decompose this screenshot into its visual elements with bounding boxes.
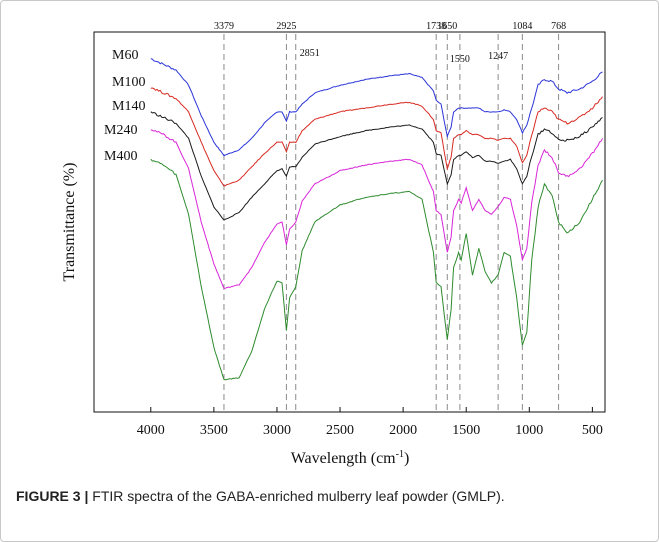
series-line-m140 (150, 111, 603, 221)
peak-marker-label: 1084 (512, 21, 532, 32)
peak-marker-label: 3379 (214, 21, 234, 32)
x-tick-label: 3500 (200, 423, 228, 438)
series-label-m240: M240 (104, 123, 137, 138)
series-line-m240 (150, 129, 603, 289)
series-line-m400 (150, 158, 603, 381)
peak-marker-label: 2851 (300, 48, 320, 59)
series-label-m60: M60 (112, 48, 138, 63)
x-tick-label: 4000 (137, 423, 165, 438)
x-tick-label: 1500 (452, 423, 480, 438)
caption-lead: FIGURE 3 | (16, 488, 89, 504)
x-tick-label: 2000 (389, 423, 417, 438)
x-axis-title: Wavelength (cm-1) (291, 449, 410, 467)
series-line-m100 (150, 87, 603, 187)
peak-marker-label: 1738 (426, 21, 446, 32)
x-tick-label: 500 (582, 423, 603, 438)
series-label-m400: M400 (104, 149, 137, 164)
x-tick-label: 1000 (515, 423, 543, 438)
figure-caption: FIGURE 3 | FTIR spectra of the GABA-enri… (16, 488, 646, 504)
caption-text: FTIR spectra of the GABA-enriched mulber… (88, 488, 505, 504)
series-label-m140: M140 (112, 99, 145, 114)
peak-marker-label: 1550 (450, 54, 470, 65)
x-tick-label: 3000 (263, 423, 291, 438)
peak-marker-label: 2925 (276, 21, 296, 32)
peak-marker-label: 1247 (488, 51, 508, 62)
series-labels: M60 M100 M140 M240 M400 (104, 48, 145, 164)
x-tick-label: 2500 (326, 423, 354, 438)
series-line-m60 (150, 58, 603, 157)
series-lines (150, 58, 603, 381)
peak-marker-label: 768 (551, 21, 566, 32)
y-axis-title: Transmittance (%) (61, 163, 78, 282)
x-axis-ticks: 4000 3500 3000 2500 2000 1500 1000 500 (137, 407, 603, 438)
series-label-m100: M100 (112, 75, 145, 90)
plot-area (93, 31, 606, 413)
peak-marker-label: 1650 (437, 21, 457, 32)
